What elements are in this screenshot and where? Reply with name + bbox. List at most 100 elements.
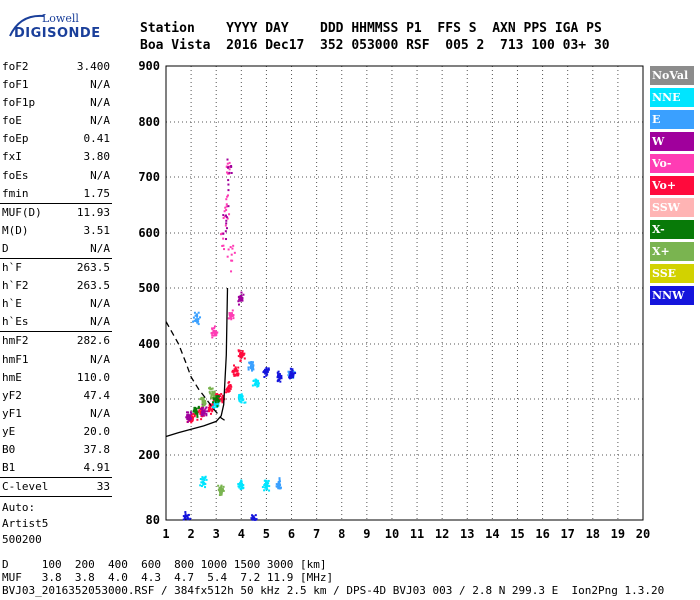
param-row: D N/A: [0, 240, 112, 260]
data-point: [256, 385, 259, 388]
data-point: [225, 165, 228, 168]
data-point: [226, 194, 229, 197]
param-value: 110.0: [76, 370, 110, 384]
data-point: [211, 334, 214, 337]
data-point: [186, 514, 189, 517]
data-point: [183, 515, 186, 518]
data-point: [236, 370, 239, 373]
data-point: [225, 219, 228, 222]
data-point: [190, 412, 193, 415]
data-point: [250, 360, 253, 363]
data-point: [288, 371, 291, 374]
x-tick-label: 2: [187, 527, 194, 541]
data-point: [236, 374, 239, 377]
data-point: [210, 396, 213, 399]
data-point: [220, 397, 223, 400]
data-point: [221, 490, 224, 493]
data-point: [211, 408, 214, 411]
param-label: hmE: [2, 370, 22, 384]
y-tick-label: 700: [138, 170, 160, 184]
y-tick-label: 600: [138, 226, 160, 240]
param-label: M(D): [2, 223, 29, 237]
data-point: [232, 317, 235, 320]
param-value: 263.5: [76, 261, 110, 275]
data-point: [268, 485, 271, 488]
data-point: [265, 484, 268, 487]
data-point: [212, 393, 215, 396]
data-point: [211, 336, 214, 339]
station-header: Station YYYY DAY DDD HHMMSS P1 FFS S AXN…: [140, 20, 610, 54]
data-point: [232, 314, 235, 317]
data-point: [215, 404, 218, 407]
data-point: [278, 480, 281, 483]
data-point: [222, 237, 225, 240]
param-row: yF1 N/A: [0, 405, 112, 423]
data-point: [221, 394, 224, 397]
data-point: [225, 238, 228, 241]
param-label: D: [2, 241, 9, 255]
x-tick-label: 11: [410, 527, 424, 541]
data-point: [196, 315, 199, 318]
data-point: [196, 418, 199, 421]
data-point: [216, 395, 219, 398]
param-row: h`Es N/A: [0, 313, 112, 333]
data-point: [192, 409, 195, 412]
data-point: [237, 303, 240, 306]
data-point: [206, 410, 209, 413]
y-tick-label: 500: [138, 281, 160, 295]
data-point: [211, 403, 214, 406]
data-point: [241, 399, 244, 402]
data-point: [199, 316, 202, 319]
data-point: [257, 382, 260, 385]
footer-file-info: BVJ03_2016352053000.RSF / 384fx512h 50 k…: [2, 584, 665, 597]
data-point: [230, 164, 233, 167]
data-point: [228, 381, 231, 384]
data-point: [211, 390, 214, 393]
data-point: [224, 214, 227, 217]
data-point: [266, 488, 269, 491]
param-row: M(D) 3.51: [0, 222, 112, 240]
data-point: [221, 489, 224, 492]
data-point: [240, 355, 243, 358]
data-point: [202, 483, 205, 486]
param-row: h`F2 263.5: [0, 277, 112, 295]
autoscaling-info: Auto: Artist5 500200: [2, 500, 48, 548]
data-point: [192, 316, 195, 319]
data-point: [217, 400, 220, 403]
data-point: [194, 408, 197, 411]
data-point: [231, 259, 234, 262]
param-row: yF2 47.4: [0, 387, 112, 405]
param-label: foF1: [2, 78, 29, 92]
param-label: hmF1: [2, 352, 29, 366]
data-point: [187, 414, 190, 417]
param-value: 20.0: [83, 424, 111, 438]
data-point: [188, 417, 191, 420]
data-point: [226, 387, 229, 390]
data-point: [264, 483, 267, 486]
data-point: [239, 356, 242, 359]
legend-item: NNE: [650, 88, 694, 107]
data-point: [275, 483, 278, 486]
data-point: [219, 487, 222, 490]
data-point: [220, 398, 223, 401]
param-row: foF1p N/A: [0, 94, 112, 112]
data-point: [201, 476, 204, 479]
logo-line1: Lowell: [42, 12, 79, 25]
data-point: [254, 384, 257, 387]
data-point: [214, 399, 217, 402]
data-point: [261, 486, 264, 489]
data-point: [280, 377, 283, 380]
data-point: [287, 370, 290, 373]
data-point: [243, 357, 246, 360]
x-tick-label: 9: [363, 527, 370, 541]
data-point: [199, 478, 202, 481]
data-point: [196, 321, 199, 324]
data-point: [251, 514, 254, 517]
data-point: [265, 374, 268, 377]
data-point: [225, 222, 228, 225]
param-row: h`E N/A: [0, 295, 112, 313]
param-label: foE: [2, 114, 22, 128]
data-point: [197, 411, 200, 414]
data-point: [201, 410, 204, 413]
param-label: fmin: [2, 186, 29, 200]
